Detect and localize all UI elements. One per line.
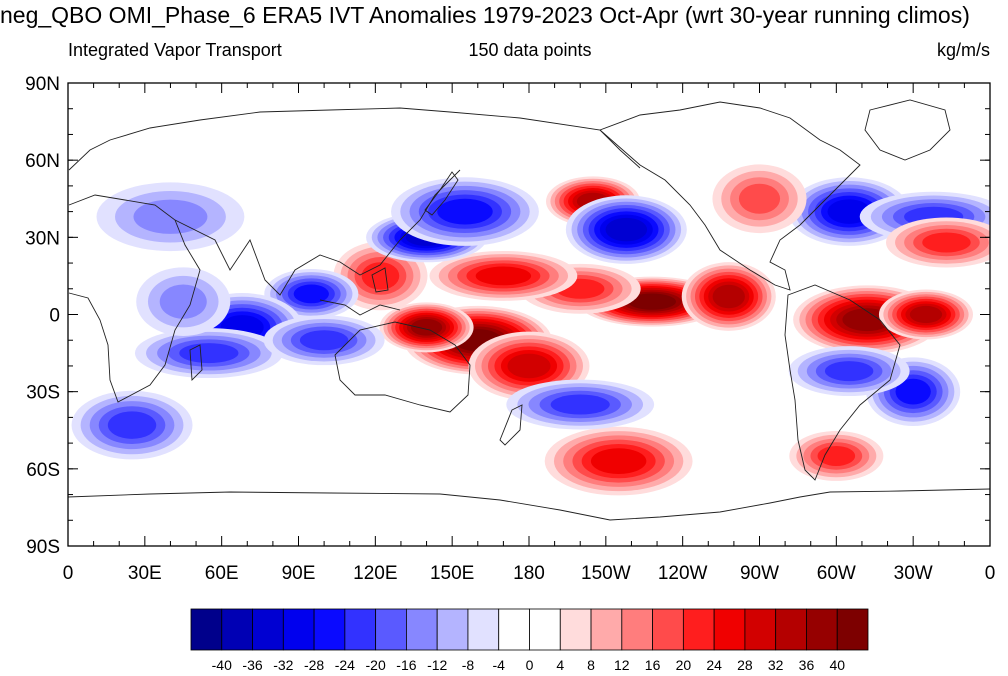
anomaly-contour: [299, 330, 349, 351]
anomaly-contour: [550, 394, 610, 415]
variable-label: Integrated Vapor Transport: [68, 40, 282, 60]
colorbar-swatch: [190, 608, 223, 651]
anomaly-contour: [712, 284, 745, 309]
colorbar-swatch: [836, 608, 869, 651]
colorbar-swatch: [775, 608, 807, 651]
lat-tick-label: 60N: [25, 151, 60, 172]
colorbar-tick-label: 36: [799, 657, 815, 673]
anomaly-contour: [590, 448, 647, 474]
colorbar-tick-label: 8: [587, 657, 595, 673]
anomaly-contour: [179, 343, 239, 364]
colorbar-swatch: [621, 608, 653, 651]
lat-tick-label: 0: [49, 306, 60, 327]
colorbar-tick-label: 40: [829, 657, 845, 673]
lon-tick-label: 120W: [658, 563, 708, 584]
colorbar-swatch: [498, 608, 530, 651]
colorbar-swatch: [436, 608, 469, 651]
anomaly-contour: [437, 198, 493, 225]
anomaly-contour: [107, 411, 157, 439]
colorbar-tick-label: 4: [556, 657, 564, 673]
lon-tick-label: 120E: [353, 563, 397, 584]
anomaly-contour: [361, 262, 400, 290]
anomaly-contour: [909, 305, 943, 324]
map-area: [68, 83, 990, 546]
colorbar-swatch: [252, 608, 284, 651]
anomaly-contour: [824, 361, 874, 382]
lon-tick-label: 0: [63, 563, 74, 584]
lon-tick-label: 180: [513, 563, 545, 584]
lon-tick-label: 90E: [282, 563, 316, 584]
colorbar-swatch: [344, 608, 377, 651]
anomaly-contour: [475, 266, 532, 286]
colorbar-swatch: [652, 608, 684, 651]
colorbar-tick-label: -12: [427, 657, 447, 673]
colorbar-tick-label: 32: [768, 657, 784, 673]
colorbar-swatch: [806, 608, 838, 651]
colorbar-tick-label: 12: [614, 657, 630, 673]
colorbar-swatch: [282, 608, 315, 651]
colorbar-tick-label: -24: [335, 657, 355, 673]
lat-tick-label: 30S: [26, 383, 60, 404]
anomaly-contour: [922, 232, 971, 253]
colorbar-tick-label: -4: [493, 657, 506, 673]
lon-tick-label: 30W: [894, 563, 933, 584]
colorbar-tick-label: -16: [396, 657, 416, 673]
lat-tick-label: 60S: [26, 460, 60, 481]
colorbar-tick-label: 20: [676, 657, 692, 673]
lon-tick-label: 60W: [817, 563, 856, 584]
lat-tick-label: 90N: [25, 74, 60, 95]
anomaly-contour: [605, 217, 648, 242]
colorbar-swatch: [529, 608, 561, 651]
lat-tick-label: 90S: [26, 537, 60, 558]
plot-title: neg_QBO OMI_Phase_6 ERA5 IVT Anomalies 1…: [0, 2, 970, 28]
colorbar-tick-label: 28: [737, 657, 753, 673]
colorbar-tick-label: -20: [366, 657, 386, 673]
lat-tick-label: 30N: [25, 228, 60, 249]
sample-count-label: 150 data points: [468, 40, 592, 60]
colorbar-swatch: [682, 608, 715, 651]
colorbar-tick-label: 16: [645, 657, 661, 673]
lon-tick-label: 90W: [740, 563, 779, 584]
anomaly-contour: [507, 353, 551, 379]
colorbar-swatch: [406, 608, 438, 651]
coastlines: [68, 99, 990, 521]
anomaly-shading: [71, 164, 990, 496]
colorbar: -40 -36 -32 -28 -24 -20 -16 -12 -8 -4 0 4 8 12 16 20 24 2…: [190, 608, 869, 673]
lon-tick-label: 30E: [128, 563, 162, 584]
anomaly-contour: [410, 319, 443, 336]
anomaly-contour: [293, 284, 329, 304]
colorbar-tick-label: -36: [242, 657, 262, 673]
colorbar-tick-label: 24: [706, 657, 722, 673]
colorbar-tick-label: -40: [212, 657, 232, 673]
colorbar-tick-label: 0: [526, 657, 534, 673]
colorbar-swatch: [467, 608, 500, 651]
colorbar-swatch: [375, 608, 407, 651]
anomaly-contour: [627, 293, 676, 310]
colorbar-swatch: [713, 608, 746, 651]
colorbar-swatch: [590, 608, 623, 651]
colorbar-swatch: [313, 608, 346, 651]
anomaly-contour: [159, 284, 207, 319]
units-label: kg/m/s: [936, 40, 990, 60]
lon-tick-label: 60E: [205, 563, 239, 584]
colorbar-swatch: [221, 608, 253, 651]
colorbar-swatch: [744, 608, 777, 651]
anomaly-contour: [895, 378, 931, 405]
lon-tick-label: 150W: [581, 563, 631, 584]
anomaly-contour: [817, 445, 856, 466]
colorbar-tick-label: -8: [462, 657, 475, 673]
colorbar-tick-label: -32: [273, 657, 293, 673]
lon-tick-label: 0: [985, 563, 996, 584]
anomaly-contour: [738, 183, 781, 214]
colorbar-tick-label: -28: [304, 657, 324, 673]
lon-tick-label: 150E: [430, 563, 474, 584]
colorbar-swatch: [559, 608, 592, 651]
